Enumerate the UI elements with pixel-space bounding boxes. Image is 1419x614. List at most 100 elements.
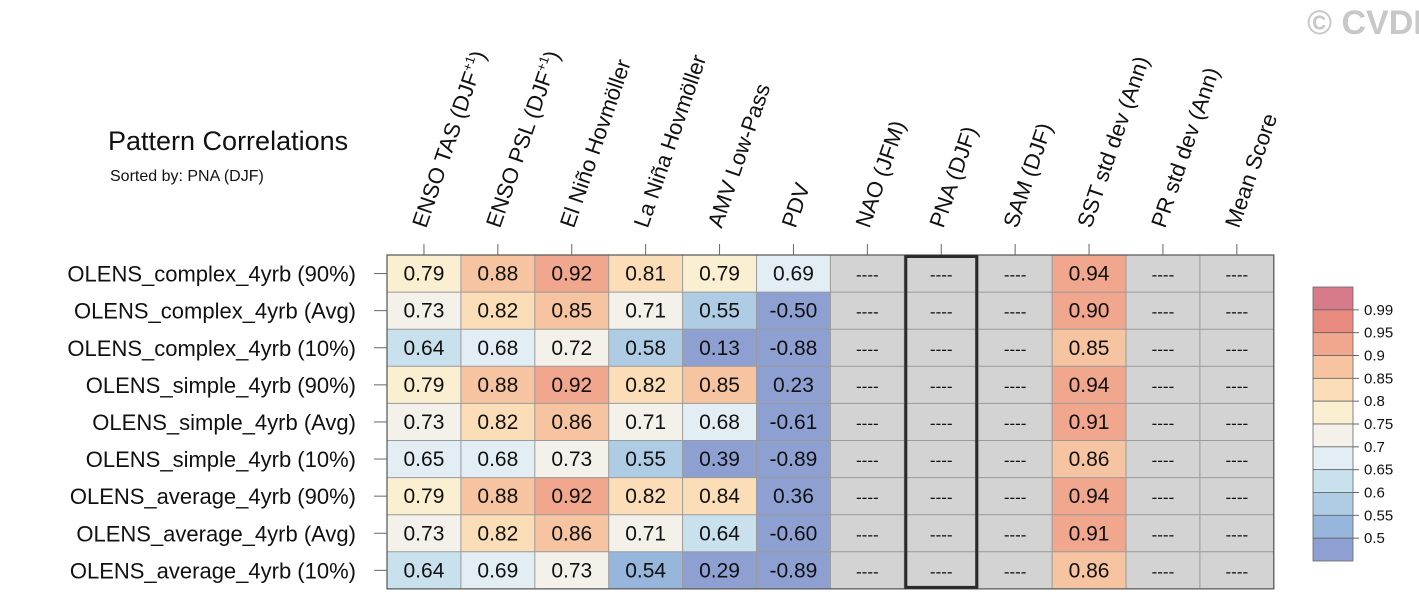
cell-value: ---- [930, 525, 953, 544]
cell-value: 0.13 [699, 337, 740, 360]
cell-value: -0.50 [770, 300, 818, 323]
cell-value: 0.92 [551, 374, 592, 397]
cell-value: 0.94 [1069, 485, 1110, 508]
heatmap-cell [534, 403, 609, 441]
heatmap-cell [1052, 551, 1126, 589]
heatmap-cell [756, 551, 831, 589]
heatmap-cell [534, 514, 609, 552]
cell-value: -0.61 [770, 411, 818, 434]
colorbar-bin [1312, 514, 1354, 539]
cell-value: 0.86 [1069, 448, 1110, 471]
cell-value: 0.73 [404, 411, 445, 434]
colorbar-bin [1312, 446, 1354, 471]
cell-value: 0.68 [699, 411, 740, 434]
heatmap-cell [534, 292, 609, 330]
heatmap-cell [460, 255, 535, 293]
cell-value: ---- [1226, 340, 1249, 359]
column-label-text: El Niño Hovmöller [555, 56, 636, 231]
cell-value: ---- [1004, 525, 1027, 544]
cell-value: ---- [1004, 562, 1027, 581]
sorted-column-highlight [904, 255, 979, 589]
heatmap-cell [1126, 255, 1200, 293]
cell-value: 0.29 [699, 559, 740, 582]
cell-value: 0.55 [625, 448, 666, 471]
cell-value: -0.60 [770, 522, 818, 545]
cell-value: ---- [1226, 414, 1249, 433]
heatmap-cell [460, 329, 535, 367]
cell-value: ---- [930, 451, 953, 470]
column-label-mean-score: Mean Score [1220, 110, 1282, 230]
cell-value: ---- [856, 562, 879, 581]
cell-value: 0.82 [625, 485, 666, 508]
cell-value: 0.82 [477, 300, 518, 323]
cell-value: 0.73 [551, 448, 592, 471]
heatmap-cell [460, 477, 535, 515]
column-label-pna-djf: PNA (DJF) [924, 123, 982, 231]
heatmap-cell [1199, 514, 1274, 552]
heatmap-cell [460, 366, 535, 404]
cell-value: 0.71 [625, 522, 666, 545]
heatmap-cell [534, 366, 609, 404]
heatmap-cell [978, 329, 1053, 367]
cell-value: ---- [856, 451, 879, 470]
heatmap-cell [830, 329, 905, 367]
cell-value: 0.88 [477, 374, 518, 397]
cell-value: 0.92 [551, 485, 592, 508]
heatmap-cell [387, 366, 461, 404]
heatmap-cell [756, 477, 831, 515]
heatmap-cell [904, 255, 979, 293]
colorbar-bin [1312, 469, 1354, 493]
heatmap-cell [387, 329, 461, 367]
column-label-text: PDV [777, 179, 815, 230]
heatmap-cell [387, 403, 461, 441]
heatmap-cell [1199, 477, 1274, 515]
cell-value: ---- [930, 414, 953, 433]
heatmap-cell [608, 514, 683, 552]
heatmap-cell [1199, 551, 1274, 589]
colorbar-tick-label: 0.75 [1364, 416, 1393, 433]
cell-value: 0.94 [1069, 263, 1110, 286]
cell-value: 0.69 [477, 559, 518, 582]
cell-value: ---- [1004, 377, 1027, 396]
heatmap-cell [1126, 366, 1200, 404]
cell-value: -0.88 [770, 337, 818, 360]
heatmap-cell [534, 551, 609, 589]
heatmap-cell [1126, 514, 1200, 552]
cell-value: 0.68 [477, 337, 518, 360]
heatmap-cell [460, 440, 535, 478]
column-label-text: Mean Score [1220, 110, 1282, 230]
cell-value: 0.65 [404, 448, 445, 471]
chart-subtitle: Sorted by: PNA (DJF) [110, 168, 264, 185]
cell-value: ---- [1226, 266, 1249, 285]
column-label-enso-tas-djf-1: ENSO TAS (DJF+1) [406, 47, 491, 231]
column-label-text: La Niña Hovmöller [629, 51, 712, 230]
cell-value: ---- [1226, 525, 1249, 544]
cell-value: ---- [1152, 488, 1175, 507]
heatmap-cell [682, 292, 757, 330]
cell-value: 0.88 [477, 485, 518, 508]
cell-value: 0.85 [699, 374, 740, 397]
heatmap-cell [978, 403, 1053, 441]
column-label-text: PNA (DJF) [924, 123, 982, 231]
cell-value: ---- [1152, 266, 1175, 285]
colorbar-tick-label: 0.85 [1364, 370, 1393, 387]
cell-value: ---- [856, 303, 879, 322]
cell-value: 0.23 [773, 374, 814, 397]
colorbar-bin [1312, 400, 1354, 425]
heatmap-cell [978, 366, 1053, 404]
cell-value: ---- [1226, 377, 1249, 396]
heatmap-cell [460, 403, 535, 441]
heatmap-cell [682, 403, 757, 441]
heatmap-cell [830, 255, 905, 293]
heatmap-cell [682, 366, 757, 404]
row-label: OLENS_complex_4yrb (90%) [67, 262, 356, 287]
cell-value: ---- [1226, 562, 1249, 581]
heatmap-cell [756, 440, 831, 478]
heatmap-cell [1126, 403, 1200, 441]
cell-value: -0.89 [770, 448, 818, 471]
row-label: OLENS_simple_4yrb (90%) [86, 373, 356, 398]
heatmap-cell [904, 329, 979, 367]
column-label-amv-low-pass: AMV Low-Pass [703, 80, 776, 230]
cvdp-watermark: © CVDP [1307, 4, 1419, 42]
cell-value: 0.79 [699, 263, 740, 286]
